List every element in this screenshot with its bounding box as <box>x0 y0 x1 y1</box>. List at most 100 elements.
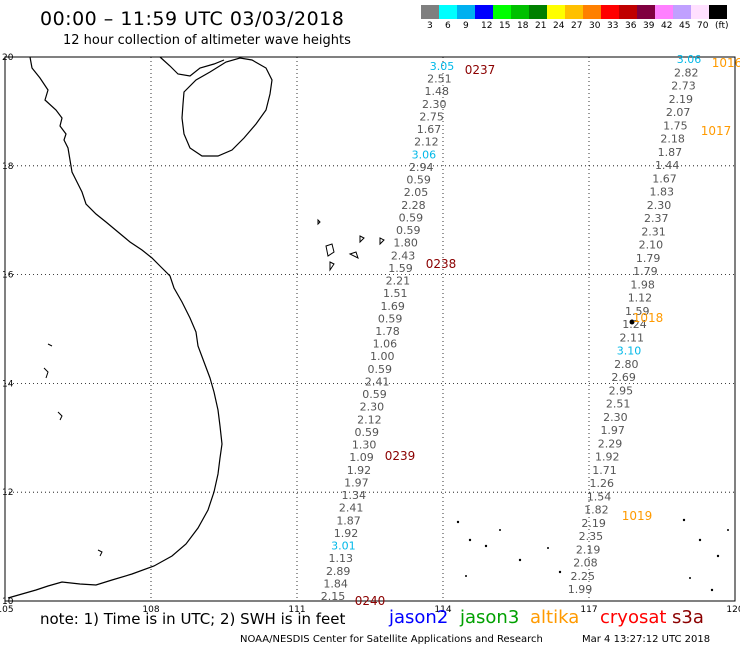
wave-height-value: 2.12 <box>414 136 439 149</box>
wave-height-value: 1.59 <box>625 305 650 318</box>
wave-height-value: 1.67 <box>652 172 677 185</box>
scale-label: 6 <box>445 21 451 31</box>
wave-height-value: 2.15 <box>321 590 346 603</box>
wave-height-value: 2.51 <box>427 73 452 86</box>
track-label: 0237 <box>465 63 496 77</box>
wave-height-value: 2.28 <box>401 199 426 212</box>
wave-height-value: 1.87 <box>658 146 683 159</box>
wave-height-value: 2.80 <box>614 358 639 371</box>
scale-label: 18 <box>517 21 529 31</box>
wave-height-value: 2.05 <box>404 186 429 199</box>
wave-height-value: 1.97 <box>600 424 625 437</box>
legend-item-altika: altika <box>530 607 580 628</box>
scale-label: 3 <box>427 21 433 31</box>
lat-tick-label: 18 <box>2 162 14 172</box>
track-label: 0240 <box>355 594 386 608</box>
map-frame <box>4 56 736 602</box>
scale-label: 39 <box>643 21 655 31</box>
scale-label: 15 <box>499 21 511 31</box>
wave-points-track-west: 3.052.511.482.302.751.672.123.062.940.59… <box>321 60 455 603</box>
wave-height-value: 0.59 <box>367 363 392 376</box>
map-axis-labels: 105 108 111 114 117 120 20 18 16 14 12 10 <box>0 53 740 615</box>
wave-height-value: 2.25 <box>570 570 595 583</box>
wave-height-value: 2.95 <box>609 384 634 397</box>
scale-swatch <box>421 5 439 19</box>
wave-height-value: 0.59 <box>354 426 379 439</box>
wave-height-value: 2.75 <box>419 110 444 123</box>
lat-tick-label: 16 <box>2 271 14 281</box>
wave-height-value: 1.13 <box>329 552 354 565</box>
coastline-gulf <box>159 56 225 77</box>
scale-swatch <box>601 5 619 19</box>
wave-height-value: 2.94 <box>409 161 434 174</box>
scale-swatch <box>619 5 637 19</box>
scale-label: 9 <box>463 21 469 31</box>
scale-swatch <box>709 5 727 19</box>
wave-height-value: 3.06 <box>677 53 702 66</box>
scale-label: (ft) <box>715 21 729 31</box>
scale-swatch <box>475 5 493 19</box>
wave-height-value: 2.37 <box>644 212 669 225</box>
wave-height-value: 1.79 <box>636 252 661 265</box>
wave-height-value: 3.06 <box>412 148 437 161</box>
wave-height-value: 1.30 <box>352 439 377 452</box>
scale-swatch <box>457 5 475 19</box>
wave-height-value: 2.30 <box>647 199 672 212</box>
wave-height-value: 2.10 <box>639 239 664 252</box>
wave-height-value: 2.19 <box>581 517 606 530</box>
wave-height-value: 3.01 <box>331 540 356 553</box>
coast-detail <box>43 343 103 557</box>
wave-height-value: 1.00 <box>370 350 395 363</box>
scale-label: 27 <box>571 21 583 31</box>
track-label: 1018 <box>633 311 664 325</box>
wave-height-value: 1.83 <box>650 186 675 199</box>
scale-label: 42 <box>661 21 673 31</box>
track-label: 1019 <box>622 509 653 523</box>
legend-item-jason2: jason2 <box>389 607 449 628</box>
wave-height-value: 2.30 <box>422 98 447 111</box>
wave-height-value: 1.54 <box>587 490 612 503</box>
wave-height-value: 1.44 <box>655 159 680 172</box>
wave-height-value: 1.26 <box>590 477 615 490</box>
wave-height-value: 1.82 <box>584 504 609 517</box>
wave-height-value: 1.79 <box>633 265 658 278</box>
wave-height-value: 3.10 <box>617 345 642 358</box>
footer-timestamp: Mar 4 13:27:12 UTC 2018 <box>582 634 711 645</box>
wave-height-value: 1.92 <box>334 527 359 540</box>
scale-swatch <box>439 5 457 19</box>
lon-tick-label: 111 <box>288 605 305 615</box>
scale-label: 45 <box>679 21 691 31</box>
lon-tick-label: 120 <box>726 605 740 615</box>
wave-height-value: 0.59 <box>396 224 421 237</box>
wave-height-value: 1.51 <box>383 287 408 300</box>
wave-height-value: 2.73 <box>671 80 696 93</box>
wave-height-value: 1.75 <box>663 119 688 132</box>
scale-label: 24 <box>553 21 565 31</box>
wave-height-value: 2.43 <box>391 249 416 262</box>
wave-height-value: 1.09 <box>349 451 374 464</box>
scale-label: 70 <box>697 21 709 31</box>
scale-swatch <box>655 5 673 19</box>
paracel-islands <box>317 218 385 272</box>
wave-height-value: 1.92 <box>347 464 372 477</box>
footer-org: NOAA/NESDIS Center for Satellite Applica… <box>240 634 543 645</box>
wave-height-value: 1.80 <box>393 237 418 250</box>
wave-height-value: 2.51 <box>606 398 631 411</box>
color-scale-labels: 3 6 9 12 15 18 21 24 27 30 33 36 39 42 45 70 (ft) <box>421 21 740 35</box>
wave-height-value: 1.98 <box>630 278 655 291</box>
spratly-islands <box>456 319 729 592</box>
scale-label: 33 <box>607 21 619 31</box>
lon-tick-label: 114 <box>434 605 451 615</box>
track-label: 0239 <box>385 449 416 463</box>
wave-height-value: 1.97 <box>344 476 369 489</box>
lat-tick-label: 20 <box>2 53 14 63</box>
wave-height-value: 1.78 <box>375 325 400 338</box>
track-label: 0238 <box>426 257 457 271</box>
scale-swatch <box>511 5 529 19</box>
legend-item-jason3: jason3 <box>460 607 520 628</box>
wave-height-value: 1.84 <box>323 577 348 590</box>
wave-height-value: 2.11 <box>620 331 645 344</box>
scale-swatch <box>493 5 511 19</box>
wave-height-value: 1.48 <box>425 85 450 98</box>
